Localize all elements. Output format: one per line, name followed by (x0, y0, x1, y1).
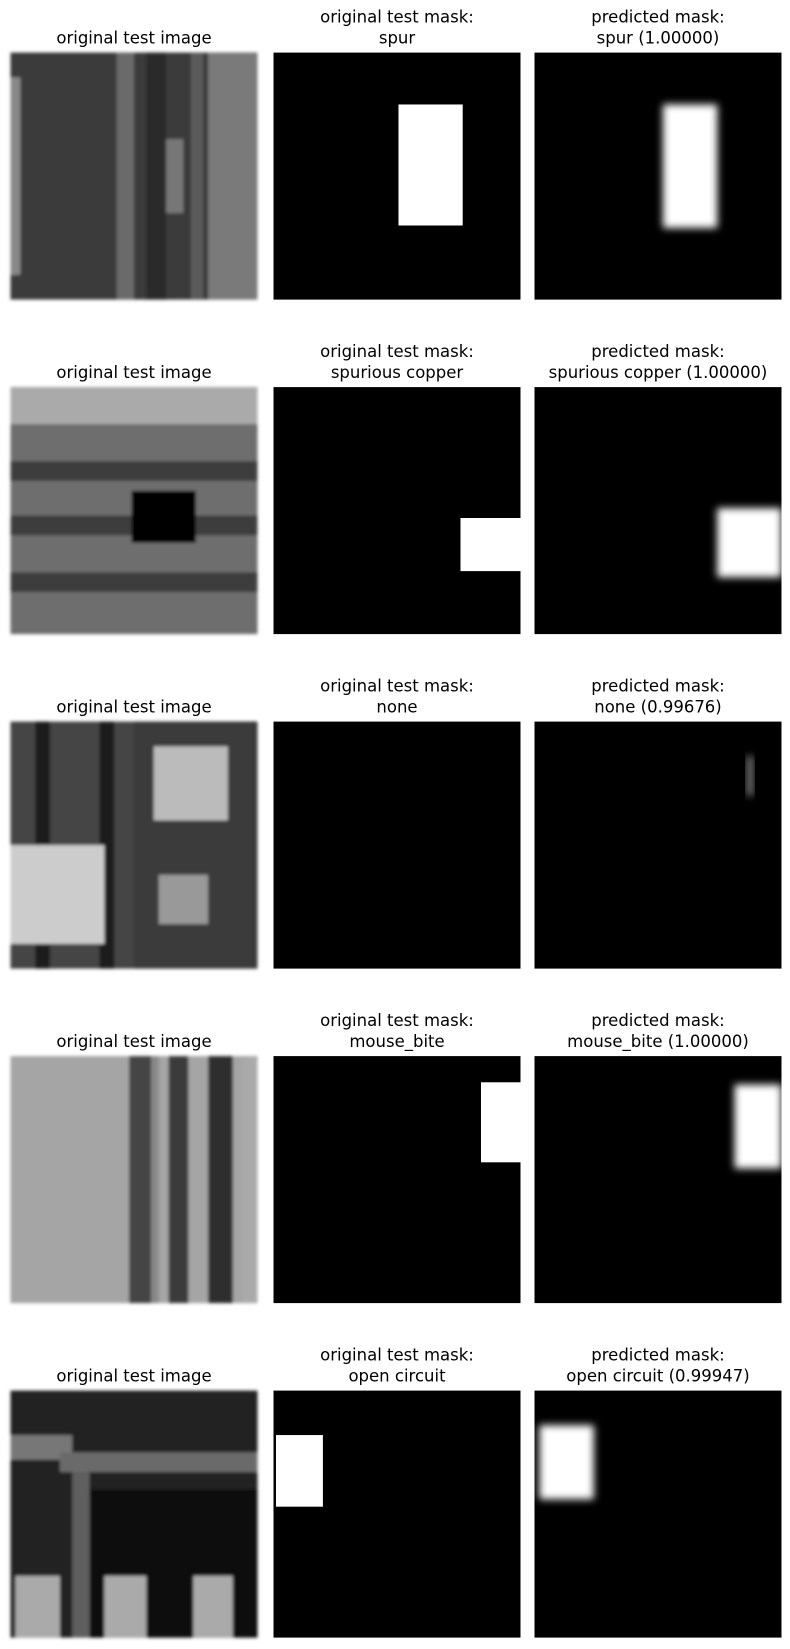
panel-title: predicted mask: (591, 1346, 724, 1365)
image-region (15, 1575, 60, 1638)
predicted-region (734, 1084, 782, 1169)
panel-title: original test mask: (320, 342, 474, 361)
figure-row: original test image original test mask: sp… (10, 8, 782, 300)
figure-row: original test image original test mask: op… (10, 1346, 782, 1638)
panel-title: spur (379, 29, 416, 48)
panel-title: spurious copper (331, 363, 464, 382)
mask-region (480, 1082, 521, 1163)
image-region (10, 572, 258, 593)
panel-title: original test image (56, 29, 211, 48)
panel-title: original test mask: (320, 8, 474, 27)
predicted-region (662, 104, 718, 228)
predicted-layer (717, 508, 782, 578)
panel-title: open circuit (348, 1367, 446, 1386)
predicted-region (717, 508, 782, 578)
panel-title: none (0.99676) (594, 698, 722, 717)
image-region (116, 52, 134, 300)
predicted-layer (539, 1425, 594, 1500)
image-region (168, 1056, 189, 1304)
image-region (72, 1472, 90, 1638)
figure-row: original test image original test mask: sp… (10, 342, 782, 635)
image-region (10, 845, 105, 944)
panel-title: original test mask: (320, 677, 474, 696)
panel-title: mouse_bite (1.00000) (567, 1032, 749, 1052)
panel-title: predicted mask: (591, 677, 724, 696)
image-region (10, 387, 258, 425)
figure-row: original test image original test mask: no… (10, 677, 782, 969)
figure-row: original test image original test mask: mo… (10, 1011, 782, 1304)
mask-image (273, 1056, 521, 1304)
mask-image (273, 721, 521, 969)
mask-region (275, 1435, 323, 1507)
panel-title: predicted mask: (591, 8, 724, 27)
panel-title: predicted mask: (591, 342, 724, 361)
predicted-region (746, 756, 753, 796)
panel-title: spur (1.00000) (597, 29, 720, 48)
image-region (10, 77, 21, 275)
panel-title: original test mask: (320, 1011, 474, 1030)
panel-title: none (376, 698, 417, 717)
image-region (104, 1575, 147, 1638)
mask-image (273, 387, 521, 635)
panel-title: original test image (56, 698, 211, 717)
image-region (129, 1056, 152, 1304)
panel-title: original test image (56, 1032, 211, 1051)
image-region (193, 1575, 233, 1638)
predicted-layer (746, 756, 753, 796)
predicted-layer (734, 1084, 782, 1169)
mask-region (398, 104, 463, 226)
panel-title: mouse_bite (349, 1032, 444, 1052)
image-region (242, 1056, 258, 1304)
image-region (10, 461, 258, 481)
test-image (10, 721, 258, 969)
test-image (10, 1390, 258, 1638)
test-image (10, 52, 258, 300)
mask-image (273, 52, 521, 300)
panel-title: predicted mask: (591, 1011, 724, 1030)
image-region (151, 1056, 159, 1304)
predicted-region (539, 1425, 594, 1500)
panel-title: original test mask: (320, 1346, 474, 1365)
mask-image (273, 1390, 521, 1638)
predicted-layer (662, 104, 718, 228)
image-region (190, 52, 204, 300)
panel-title: spurious copper (1.00000) (549, 363, 768, 382)
mask-region (460, 518, 521, 572)
image-region (208, 52, 258, 300)
predicted-image (534, 52, 782, 300)
image-region (158, 874, 209, 925)
image-region (166, 139, 184, 214)
image-region (59, 1452, 258, 1473)
image-region (146, 52, 167, 300)
image-region (208, 1056, 233, 1304)
predicted-image (534, 721, 782, 969)
test-image (10, 387, 258, 635)
panel-title: original test image (56, 1367, 211, 1386)
image-region (131, 490, 196, 543)
panel-title: open circuit (0.99947) (566, 1367, 749, 1386)
test-image (10, 1056, 258, 1304)
image-region (153, 746, 228, 821)
panel-title: original test image (56, 363, 211, 382)
